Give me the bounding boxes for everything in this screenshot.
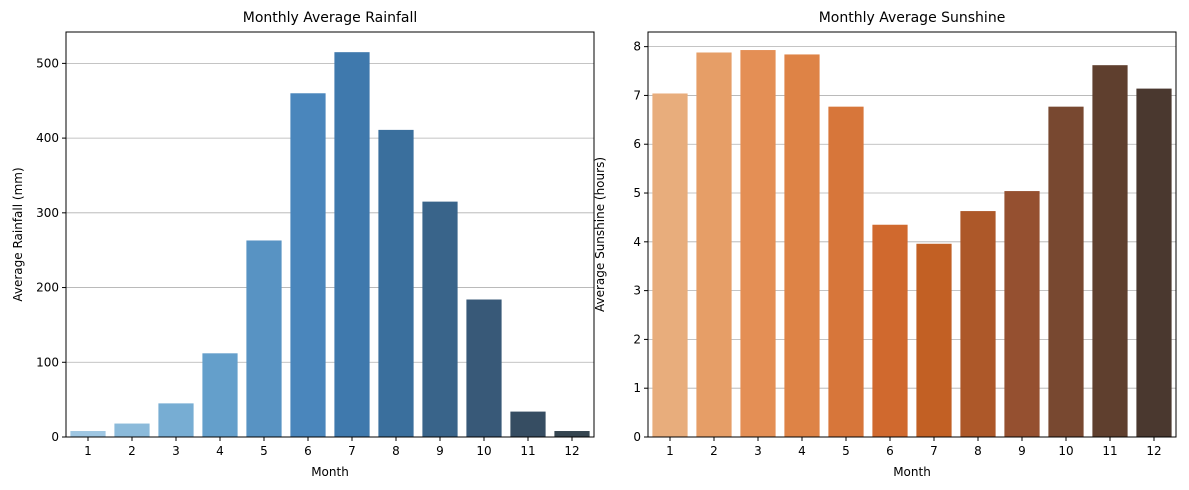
rainfall-bar [246,240,282,437]
sunshine-bar [696,52,732,437]
rainfall-x-tick-label: 9 [436,444,444,458]
sunshine-x-tick-label: 10 [1058,444,1073,458]
sunshine-x-tick-label: 3 [754,444,762,458]
rainfall-bar [114,423,150,437]
rainfall-bar [290,93,326,437]
sunshine-y-tick-label: 3 [633,284,641,298]
rainfall-bar [202,353,238,437]
sunshine-x-tick-label: 9 [1018,444,1026,458]
rainfall-y-axis-label: Average Rainfall (mm) [11,167,25,301]
rainfall-bar [70,431,106,437]
rainfall-y-tick-label: 200 [36,281,59,295]
rainfall-x-tick-label: 1 [84,444,92,458]
sunshine-y-tick-label: 8 [633,40,641,54]
sunshine-bar [916,243,952,437]
rainfall-x-axis-label: Month [311,465,349,479]
rainfall-x-tick-label: 2 [128,444,136,458]
sunshine-chart-title: Monthly Average Sunshine [819,10,1006,26]
rainfall-bar [378,129,414,437]
sunshine-y-tick-label: 6 [633,137,641,151]
rainfall-plot-frame [65,31,595,438]
rainfall-bar [510,411,546,437]
sunshine-y-axis-label: Average Sunshine (hours) [593,157,607,312]
sunshine-x-tick-label: 8 [974,444,982,458]
sunshine-plot-frame [647,31,1177,438]
rainfall-x-tick-label: 11 [520,444,535,458]
sunshine-x-tick-label: 7 [930,444,938,458]
rainfall-x-tick-label: 6 [304,444,312,458]
rainfall-y-tick-label: 300 [36,206,59,220]
sunshine-bar [1048,106,1084,438]
rainfall-x-tick-label: 10 [476,444,491,458]
sunshine-x-tick-label: 4 [798,444,806,458]
sunshine-x-tick-label: 5 [842,444,850,458]
rainfall-y-tick-label: 400 [36,131,59,145]
sunshine-y-tick-label: 2 [633,332,641,346]
sunshine-x-tick-label: 6 [886,444,894,458]
sunshine-bar [960,211,996,437]
rainfall-x-tick-label: 4 [216,444,224,458]
rainfall-bar [466,299,502,437]
sunshine-bar [740,50,776,437]
sunshine-bar [828,106,864,438]
sunshine-x-tick-label: 2 [710,444,718,458]
rainfall-x-tick-label: 5 [260,444,268,458]
rainfall-y-tick-label: 100 [36,355,59,369]
sunshine-bar [1004,191,1040,437]
rainfall-x-tick-label: 12 [564,444,579,458]
rainfall-bar [158,403,194,437]
sunshine-y-tick-label: 1 [633,381,641,395]
rainfall-y-tick-label: 500 [36,56,59,70]
rainfall-x-tick-label: 7 [348,444,356,458]
sunshine-bar [872,224,908,437]
sunshine-x-tick-label: 1 [666,444,674,458]
rainfall-chart-title: Monthly Average Rainfall [243,10,418,26]
rainfall-bar [554,431,590,437]
sunshine-x-axis-label: Month [893,465,931,479]
sunshine-x-tick-label: 12 [1146,444,1161,458]
sunshine-bar [784,54,820,438]
rainfall-x-tick-label: 8 [392,444,400,458]
sunshine-bar [1136,88,1172,437]
sunshine-bar [1092,65,1128,437]
rainfall-y-tick-label: 0 [51,430,59,444]
rainfall-bar [334,52,370,437]
rainfall-x-tick-label: 3 [172,444,180,458]
sunshine-y-tick-label: 0 [633,430,641,444]
sunshine-x-tick-label: 11 [1102,444,1117,458]
sunshine-y-tick-label: 7 [633,88,641,102]
sunshine-y-tick-label: 4 [633,235,641,249]
sunshine-bar [652,93,688,437]
sunshine-y-tick-label: 5 [633,186,641,200]
rainfall-bar [422,201,458,437]
